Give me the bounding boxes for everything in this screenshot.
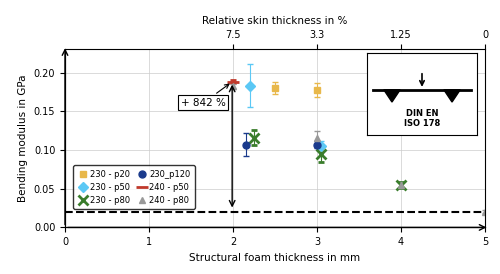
- X-axis label: Relative skin thickness in %: Relative skin thickness in %: [202, 16, 348, 26]
- Legend: 230 - p20, 230 - p50, 230 - p80, 230_p120, 240 - p50, 240 - p80: 230 - p20, 230 - p50, 230 - p80, 230_p12…: [74, 165, 194, 209]
- Text: + 842 %: + 842 %: [181, 84, 229, 108]
- Y-axis label: Bending modulus in GPa: Bending modulus in GPa: [18, 75, 28, 202]
- X-axis label: Structural foam thickness in mm: Structural foam thickness in mm: [190, 253, 360, 263]
